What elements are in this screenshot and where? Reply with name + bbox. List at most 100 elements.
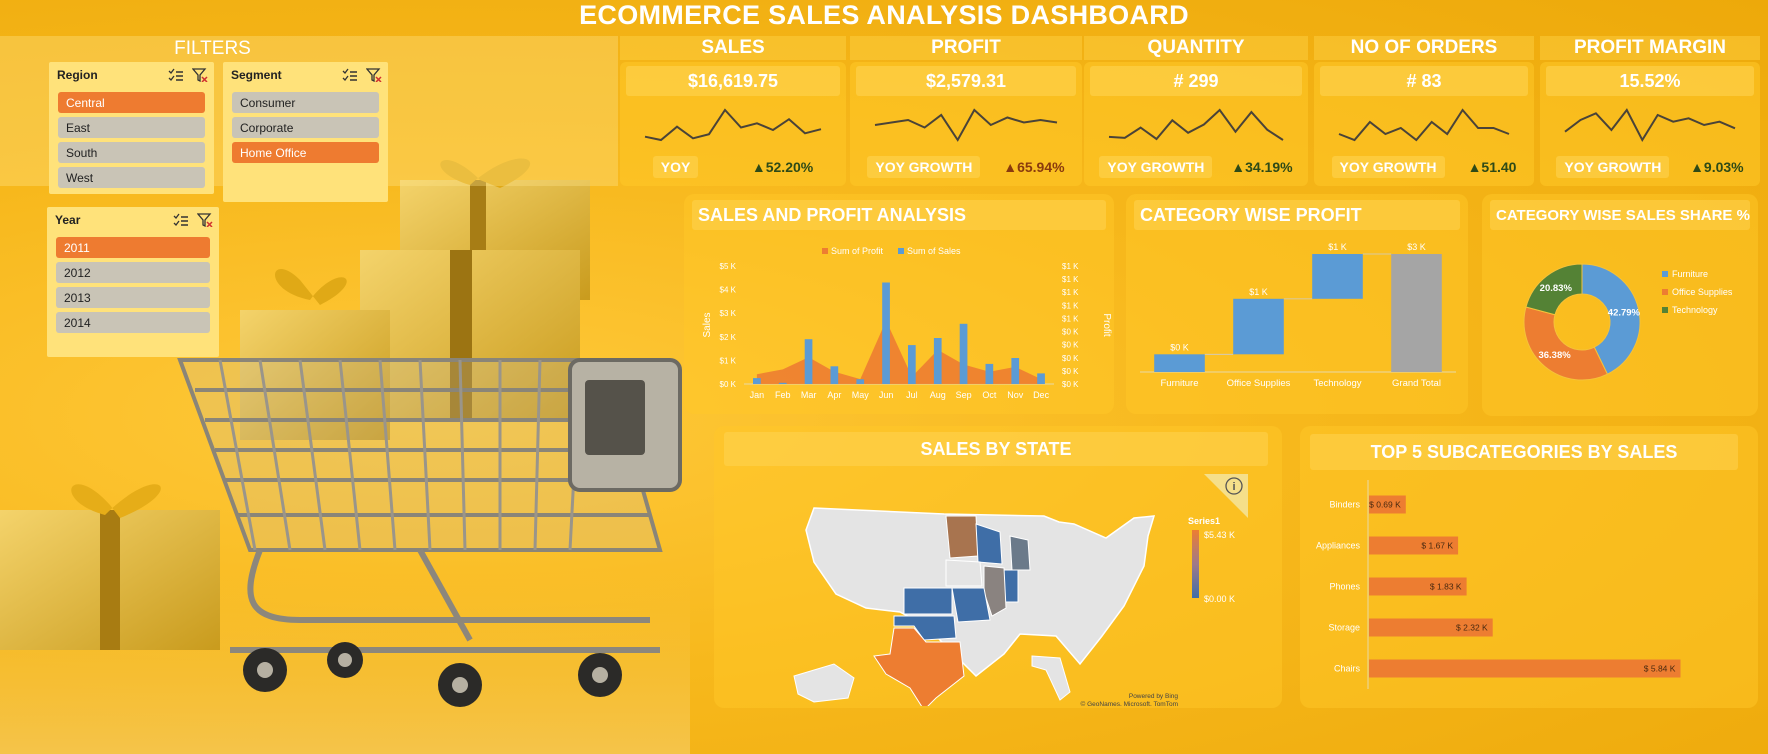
kpi-label-3: NO OF ORDERS [1314, 36, 1534, 60]
state-kansas [903, 587, 953, 615]
year-slicer-label: Year [55, 213, 81, 227]
legend-label-profit: Sum of Profit [831, 246, 884, 256]
category-label: Appliances [1316, 541, 1361, 551]
multi-select-icon[interactable] [168, 68, 184, 82]
x-tick-label: Mar [801, 390, 817, 400]
year-option-2013[interactable]: 2013 [56, 287, 210, 308]
segment-slicer: Segment Consumer Corporate Home Office [223, 62, 388, 202]
multi-select-icon[interactable] [173, 213, 189, 227]
year-option-2012[interactable]: 2012 [56, 262, 210, 283]
data-label: $0 K [1170, 342, 1189, 352]
category-label: Chairs [1334, 664, 1361, 674]
y2-tick-label: $0 K [1062, 328, 1079, 337]
kpi-value: $2,579.31 [856, 66, 1076, 96]
data-label: $1 K [1328, 242, 1347, 252]
data-label: $3 K [1407, 242, 1426, 252]
shopping-cart-illustration [0, 158, 690, 754]
y2-tick-label: $1 K [1062, 314, 1079, 323]
kpi-sparkline [1338, 108, 1510, 142]
region-option-east[interactable]: East [58, 117, 205, 138]
map-credit-1: Powered by Bing [1129, 693, 1179, 700]
year-option-2011[interactable]: 2011 [56, 237, 210, 258]
legend-swatch [1662, 307, 1668, 313]
top5-title: TOP 5 SUBCATEGORIES BY SALES [1310, 434, 1738, 470]
sales-bar [882, 282, 890, 384]
category-label: Storage [1328, 623, 1360, 633]
clear-filter-icon[interactable] [192, 68, 208, 82]
clear-filter-icon[interactable] [197, 213, 213, 227]
legend-label: Technology [1672, 305, 1718, 315]
state-minnesota [945, 515, 979, 559]
legend-label: Office Supplies [1672, 287, 1733, 297]
region-option-west[interactable]: West [58, 167, 205, 188]
kpi-growth-value: ▲34.19% [1231, 159, 1293, 175]
year-option-2014[interactable]: 2014 [56, 312, 210, 333]
data-label: $ 1.67 K [1421, 541, 1453, 551]
legend-swatch [1662, 271, 1668, 277]
segment-option-corporate[interactable]: Corporate [232, 117, 379, 138]
state-indiana [1003, 569, 1019, 603]
kpi-label-4: PROFIT MARGIN [1540, 36, 1760, 60]
kpi-card-2: # 299 YOY GROWTH ▲34.19% [1084, 62, 1308, 186]
kpi-value: $16,619.75 [626, 66, 840, 96]
region-option-south[interactable]: South [58, 142, 205, 163]
waterfall-bar [1391, 254, 1442, 372]
x-tick-label: Jan [750, 390, 765, 400]
state-iowa [945, 559, 983, 587]
sparkline-path [874, 108, 1058, 142]
kpi-label-1: PROFIT [850, 36, 1082, 60]
segment-option-consumer[interactable]: Consumer [232, 92, 379, 113]
kpi-growth-label: YOY GROWTH [1556, 156, 1670, 178]
chart-legend: Sum of Profit Sum of Sales [822, 246, 961, 256]
map-legend-title: Series1 [1188, 516, 1220, 526]
top5-panel: TOP 5 SUBCATEGORIES BY SALES $ 0.69 K Bin… [1300, 426, 1758, 708]
sparkline-path [1108, 108, 1284, 141]
kpi-growth-label: YOY [652, 156, 699, 178]
sparkline-path [1564, 108, 1736, 143]
sales-bar [1037, 373, 1045, 384]
y2-tick-label: $1 K [1062, 275, 1079, 284]
segment-option-home-office[interactable]: Home Office [232, 142, 379, 163]
x-tick-label: Sep [956, 390, 972, 400]
kpi-card-0: $16,619.75 YOY ▲52.20% [620, 62, 846, 186]
y-tick-label: $4 K [720, 286, 737, 295]
clear-filter-icon[interactable] [366, 68, 382, 82]
sales-bar [856, 379, 865, 384]
kpi-growth-label: YOY GROWTH [867, 156, 981, 178]
legend-label-sales: Sum of Sales [907, 246, 961, 256]
sales-state-title: SALES BY STATE [724, 432, 1268, 466]
year-slicer: Year 2011 2012 2013 2014 [47, 207, 219, 357]
region-slicer: Region Central East South West [49, 62, 214, 194]
sales-profit-panel: SALES AND PROFIT ANALYSIS Sum of Profit S… [684, 194, 1114, 414]
y-tick-label: $2 K [720, 333, 737, 342]
category-profit-panel: CATEGORY WISE PROFIT $0 K Furniture $1 K Of… [1126, 194, 1468, 414]
kpi-sparkline [874, 108, 1058, 142]
slice-label: 20.83% [1540, 283, 1573, 294]
kpi-footer: YOY GROWTH ▲9.03% [1546, 154, 1754, 180]
dashboard-title: ECOMMERCE SALES ANALYSIS DASHBOARD [579, 0, 1189, 30]
info-glyph: i [1232, 481, 1235, 493]
x-tick-label: Oct [982, 390, 997, 400]
category-share-panel: CATEGORY WISE SALES SHARE % 42.79% 36.38%… [1482, 194, 1758, 416]
x-tick-label: Dec [1033, 390, 1050, 400]
data-label: $ 0.69 K [1369, 500, 1401, 510]
category-label: Phones [1329, 582, 1360, 592]
sales-state-panel: SALES BY STATE Series1 $5.43 K $0.00 K P… [714, 426, 1282, 708]
state-texas [873, 627, 965, 706]
x-tick-label: Technology [1313, 378, 1361, 389]
category-label: Binders [1329, 500, 1360, 510]
kpi-growth-label: YOY GROWTH [1331, 156, 1445, 178]
sales-bar [804, 339, 813, 384]
state-missouri [951, 587, 991, 623]
legend-swatch-profit [822, 248, 828, 254]
multi-select-icon[interactable] [342, 68, 358, 82]
kpi-label-2: QUANTITY [1084, 36, 1308, 60]
sales-bar [753, 378, 761, 384]
y2-axis-title: Profit [1101, 313, 1112, 337]
y2-tick-label: $1 K [1062, 288, 1079, 297]
region-option-central[interactable]: Central [58, 92, 205, 113]
sparkline-path [644, 108, 822, 142]
x-tick-label: Feb [775, 390, 791, 400]
info-icon [1225, 477, 1243, 495]
map-legend-max: $5.43 K [1204, 530, 1235, 540]
